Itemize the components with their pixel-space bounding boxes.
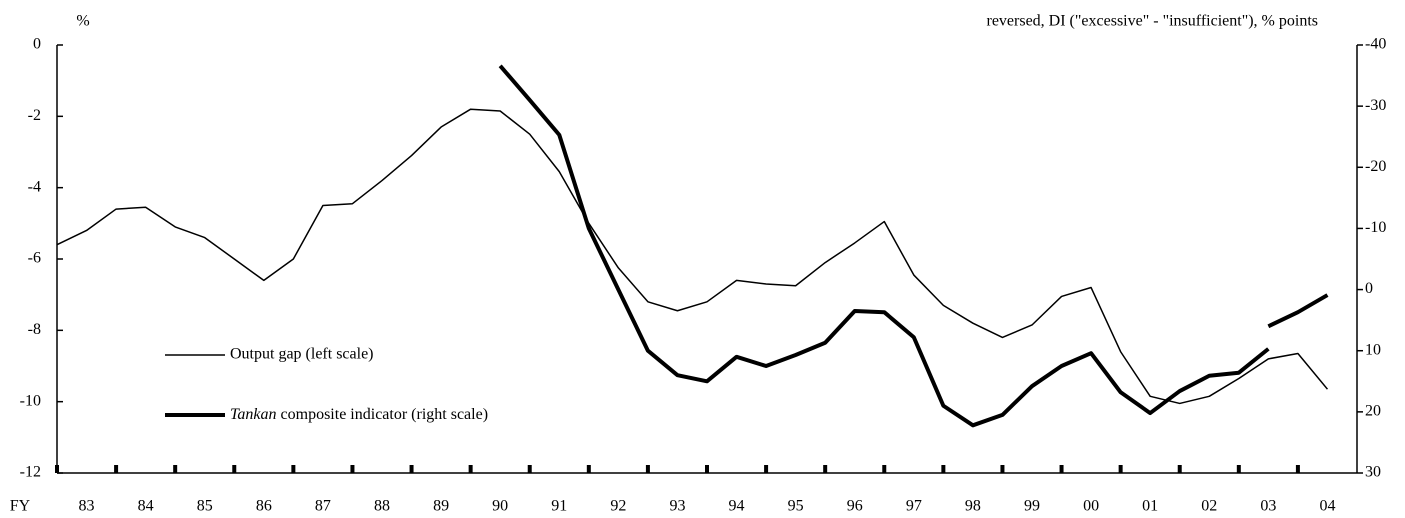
- x-tick-label: 97: [906, 498, 922, 515]
- legend-label: Tankan composite indicator (right scale): [230, 406, 488, 423]
- y-tick-label: -8: [28, 321, 41, 338]
- x-tick-label: 88: [374, 498, 390, 515]
- y2-tick-label: -20: [1365, 158, 1386, 175]
- y2-tick-label: -30: [1365, 97, 1386, 114]
- y2-tick-label: 30: [1365, 464, 1381, 481]
- y-tick-label: -6: [28, 250, 41, 267]
- y-tick-label: -4: [28, 178, 41, 195]
- x-tick-label: 89: [433, 498, 449, 515]
- x-tick-label: 03: [1260, 498, 1276, 515]
- x-tick-label: 99: [1024, 498, 1040, 515]
- y2-tick-label: 0: [1365, 280, 1373, 297]
- x-tick-label: 92: [610, 498, 626, 515]
- x-tick-label: 86: [256, 498, 272, 515]
- y-tick-label: -12: [20, 464, 41, 481]
- x-tick-label: 93: [669, 498, 685, 515]
- y-tick-label: 0: [33, 36, 41, 53]
- x-tick-label: 85: [197, 498, 213, 515]
- x-tick-label: 96: [847, 498, 863, 515]
- x-tick-label: 91: [551, 498, 567, 515]
- x-tick-label: 90: [492, 498, 508, 515]
- x-tick-label: 83: [79, 498, 95, 515]
- x-axis-label: FY: [10, 498, 31, 515]
- y-axis-label: %: [76, 13, 89, 30]
- series-line: [498, 64, 1270, 428]
- y2-axis-label: reversed, DI ("excessive" - "insufficien…: [986, 13, 1318, 30]
- y-tick-label: -2: [28, 107, 41, 124]
- legend-label: Output gap (left scale): [230, 346, 374, 363]
- y-tick-label: -10: [20, 392, 41, 409]
- series-line: [56, 108, 1329, 405]
- x-tick-label: 94: [729, 498, 745, 515]
- x-tick-label: 87: [315, 498, 331, 515]
- x-tick-label: 01: [1142, 498, 1158, 515]
- x-tick-label: 04: [1319, 498, 1335, 515]
- series-line: [1267, 293, 1329, 329]
- y2-tick-label: -40: [1365, 36, 1386, 53]
- x-tick-label: 02: [1201, 498, 1217, 515]
- x-tick-label: 00: [1083, 498, 1099, 515]
- x-tick-label: 98: [965, 498, 981, 515]
- y2-tick-label: 10: [1365, 341, 1381, 358]
- y2-tick-label: 20: [1365, 403, 1381, 420]
- y2-tick-label: -10: [1365, 219, 1386, 236]
- x-tick-label: 95: [788, 498, 804, 515]
- x-tick-label: 84: [138, 498, 154, 515]
